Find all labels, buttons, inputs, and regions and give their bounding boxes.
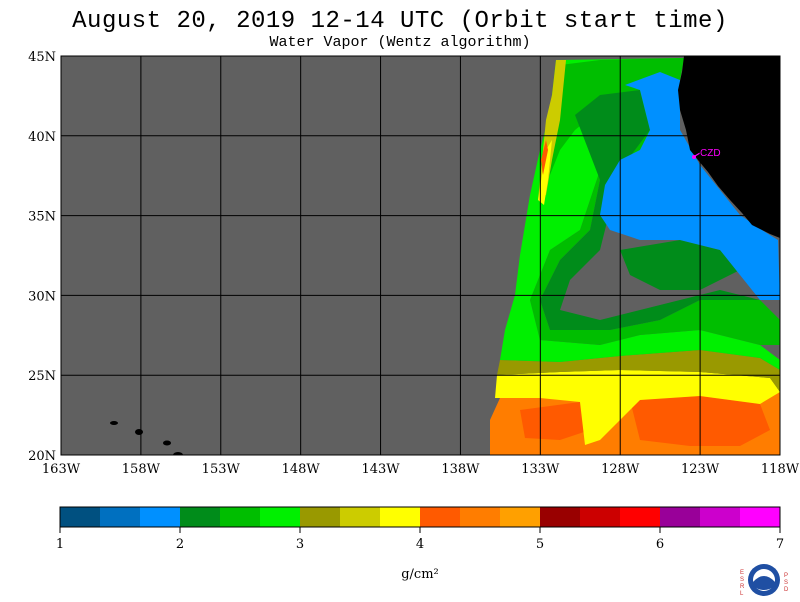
map-border <box>60 55 781 456</box>
band-blue <box>600 72 780 300</box>
noaa-logo: E S R L P S D <box>734 562 794 598</box>
svg-text:S: S <box>740 577 744 583</box>
colorbar-swatch <box>620 507 660 527</box>
band-green <box>530 58 780 345</box>
colorbar-tick-label: 4 <box>416 537 424 552</box>
station-label: CZD <box>700 148 721 159</box>
lon-tick-labels: 163W 158W 153W 148W 143W 138W 133W 128W 123W 118W <box>42 462 800 477</box>
band-red-edge <box>541 140 548 175</box>
lon-tick-label: 143W <box>361 462 400 477</box>
colorbar-swatch <box>700 507 740 527</box>
lon-tick-label: 138W <box>441 462 480 477</box>
lon-tick-label: 148W <box>282 462 321 477</box>
chart-title: August 20, 2019 12-14 UTC (Orbit start t… <box>72 8 728 35</box>
lon-tick-label: 163W <box>42 462 81 477</box>
colorbar-swatch <box>380 507 420 527</box>
svg-text:P: P <box>784 573 788 579</box>
colorbar <box>59 506 781 528</box>
lat-tick-label: 40N <box>28 130 56 145</box>
colorbar-tick-labels: 1 2 3 4 5 6 7 <box>56 527 784 552</box>
lat-tick-label: 30N <box>28 289 56 304</box>
land-california <box>678 56 780 238</box>
colorbar-swatch <box>140 507 180 527</box>
lon-tick-label: 133W <box>521 462 560 477</box>
colorbar-tick-label: 3 <box>296 537 304 552</box>
band-darkorange-patch <box>520 402 590 440</box>
lat-tick-label: 25N <box>28 369 56 384</box>
band-olive <box>497 350 780 392</box>
chart-subtitle: Water Vapor (Wentz algorithm) <box>269 34 531 51</box>
svg-text:E: E <box>740 570 744 576</box>
lat-tick-label: 20N <box>28 449 56 464</box>
lon-tick-label: 128W <box>601 462 640 477</box>
lat-tick-labels: 45N 40N 35N 30N 25N 20N <box>28 50 56 464</box>
colorbar-tick-label: 1 <box>56 537 64 552</box>
svg-text:R: R <box>740 584 745 590</box>
colorbar-swatch <box>660 507 700 527</box>
band-darkgreen <box>540 90 780 330</box>
colorbar-swatch <box>100 507 140 527</box>
lon-tick-label: 118W <box>761 462 800 477</box>
colorbar-swatch <box>420 507 460 527</box>
lon-tick-label: 153W <box>202 462 241 477</box>
colorbar-swatch <box>740 507 780 527</box>
band-yellow-bright-edge <box>538 140 552 205</box>
colorbar-swatch <box>540 507 580 527</box>
station-czd: CZD <box>692 148 721 159</box>
band-yellow <box>495 370 780 445</box>
colorbar-swatch <box>220 507 260 527</box>
lat-tick-label: 45N <box>28 50 56 65</box>
svg-text:L: L <box>740 591 744 597</box>
colorbar-swatch <box>260 507 300 527</box>
lon-tick-label: 158W <box>122 462 161 477</box>
colorbar-swatch <box>460 507 500 527</box>
colorbar-swatch <box>500 507 540 527</box>
colorbar-tick-label: 2 <box>176 537 184 552</box>
svg-text:S: S <box>784 580 788 586</box>
colorbar-tick-label: 5 <box>536 537 544 552</box>
svg-text:D: D <box>784 587 789 593</box>
colorbar-swatch <box>180 507 220 527</box>
colorbar-swatch <box>300 507 340 527</box>
colorbar-unit: g/cm² <box>401 567 439 582</box>
map-area: CZD <box>61 56 780 455</box>
lat-tick-label: 35N <box>28 210 56 225</box>
lon-tick-label: 123W <box>681 462 720 477</box>
grid-lines <box>61 56 780 455</box>
colorbar-swatch <box>60 507 100 527</box>
colorbar-tick-label: 7 <box>776 537 784 552</box>
colorbar-tick-label: 6 <box>656 537 664 552</box>
colorbar-swatch <box>340 507 380 527</box>
colorbar-swatch <box>580 507 620 527</box>
band-darkgreen-2 <box>620 240 740 290</box>
